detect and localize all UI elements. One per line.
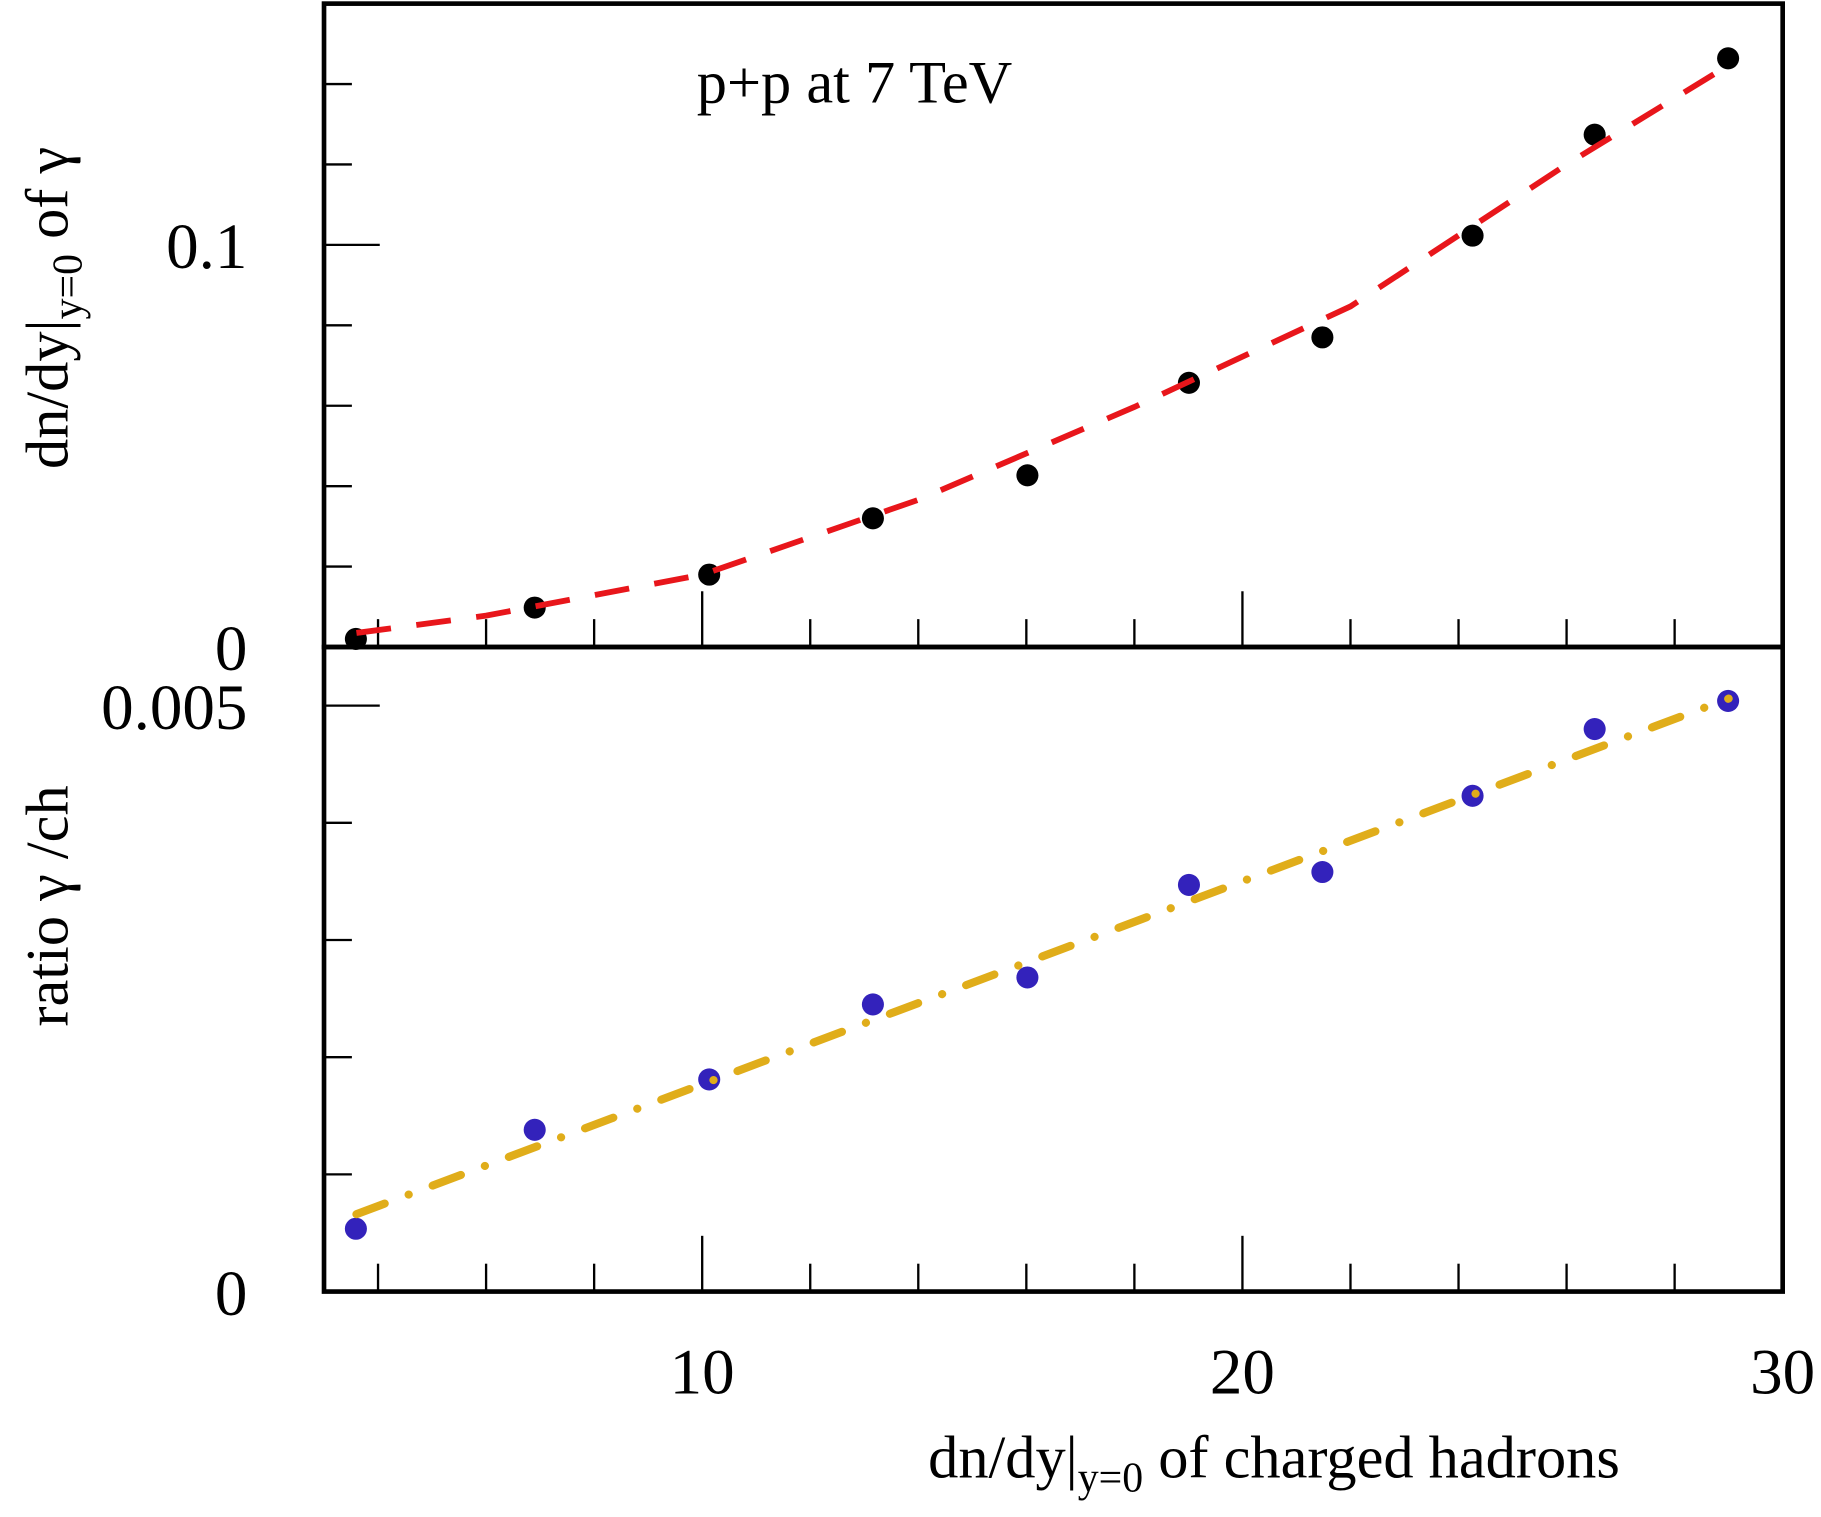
marker — [1016, 464, 1039, 487]
label-main: dn/dy| — [14, 319, 81, 469]
marker — [1311, 860, 1334, 884]
y-axis-label: ratio γ /ch — [14, 785, 81, 1026]
fit-line — [352, 694, 1733, 1219]
marker — [344, 1217, 367, 1240]
marker — [1016, 966, 1039, 989]
label-main: dn/dy| — [928, 1424, 1078, 1491]
label-tail: of charged hadrons — [1143, 1424, 1620, 1491]
plot-frame — [321, 1, 1785, 650]
marker — [523, 596, 546, 619]
marker — [523, 1118, 546, 1141]
y-tick-label: 0 — [215, 613, 248, 685]
y-axis-label: dn/dy|y=0 of γ — [14, 147, 91, 469]
label-sub: y=0 — [1078, 1455, 1143, 1501]
x-tick-label: 20 — [1210, 1337, 1275, 1409]
x-axis-label: dn/dy|y=0 of charged hadrons — [928, 1424, 1620, 1501]
marker — [1177, 873, 1200, 896]
annotation: p+p at 7 TeV — [697, 49, 1012, 116]
x-tick-label: 10 — [670, 1337, 735, 1409]
y-tick-label: 0.1 — [166, 211, 247, 283]
y-tick-label: 0.005 — [101, 672, 247, 744]
plot-frame — [321, 644, 1785, 1294]
label-tail: of γ — [14, 147, 81, 254]
marker — [861, 993, 884, 1016]
marker — [1311, 326, 1334, 349]
marker — [698, 1068, 721, 1091]
marker — [861, 507, 884, 530]
marker — [1583, 123, 1606, 146]
fit-line — [356, 62, 1731, 636]
x-tick-label: 30 — [1750, 1337, 1815, 1409]
label-sub: y=0 — [45, 254, 91, 319]
marker — [1717, 47, 1740, 70]
marker — [1461, 224, 1484, 247]
marker — [1583, 718, 1606, 741]
y-tick-label: 0 — [215, 1258, 248, 1330]
